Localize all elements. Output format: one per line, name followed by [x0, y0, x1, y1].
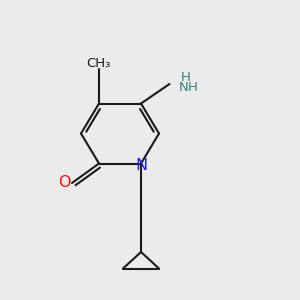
Text: H: H: [181, 70, 191, 84]
Text: H: H: [188, 81, 197, 94]
Text: O: O: [58, 175, 71, 190]
Text: N: N: [136, 158, 148, 172]
Text: CH₃: CH₃: [86, 57, 111, 70]
Text: N: N: [179, 81, 188, 94]
